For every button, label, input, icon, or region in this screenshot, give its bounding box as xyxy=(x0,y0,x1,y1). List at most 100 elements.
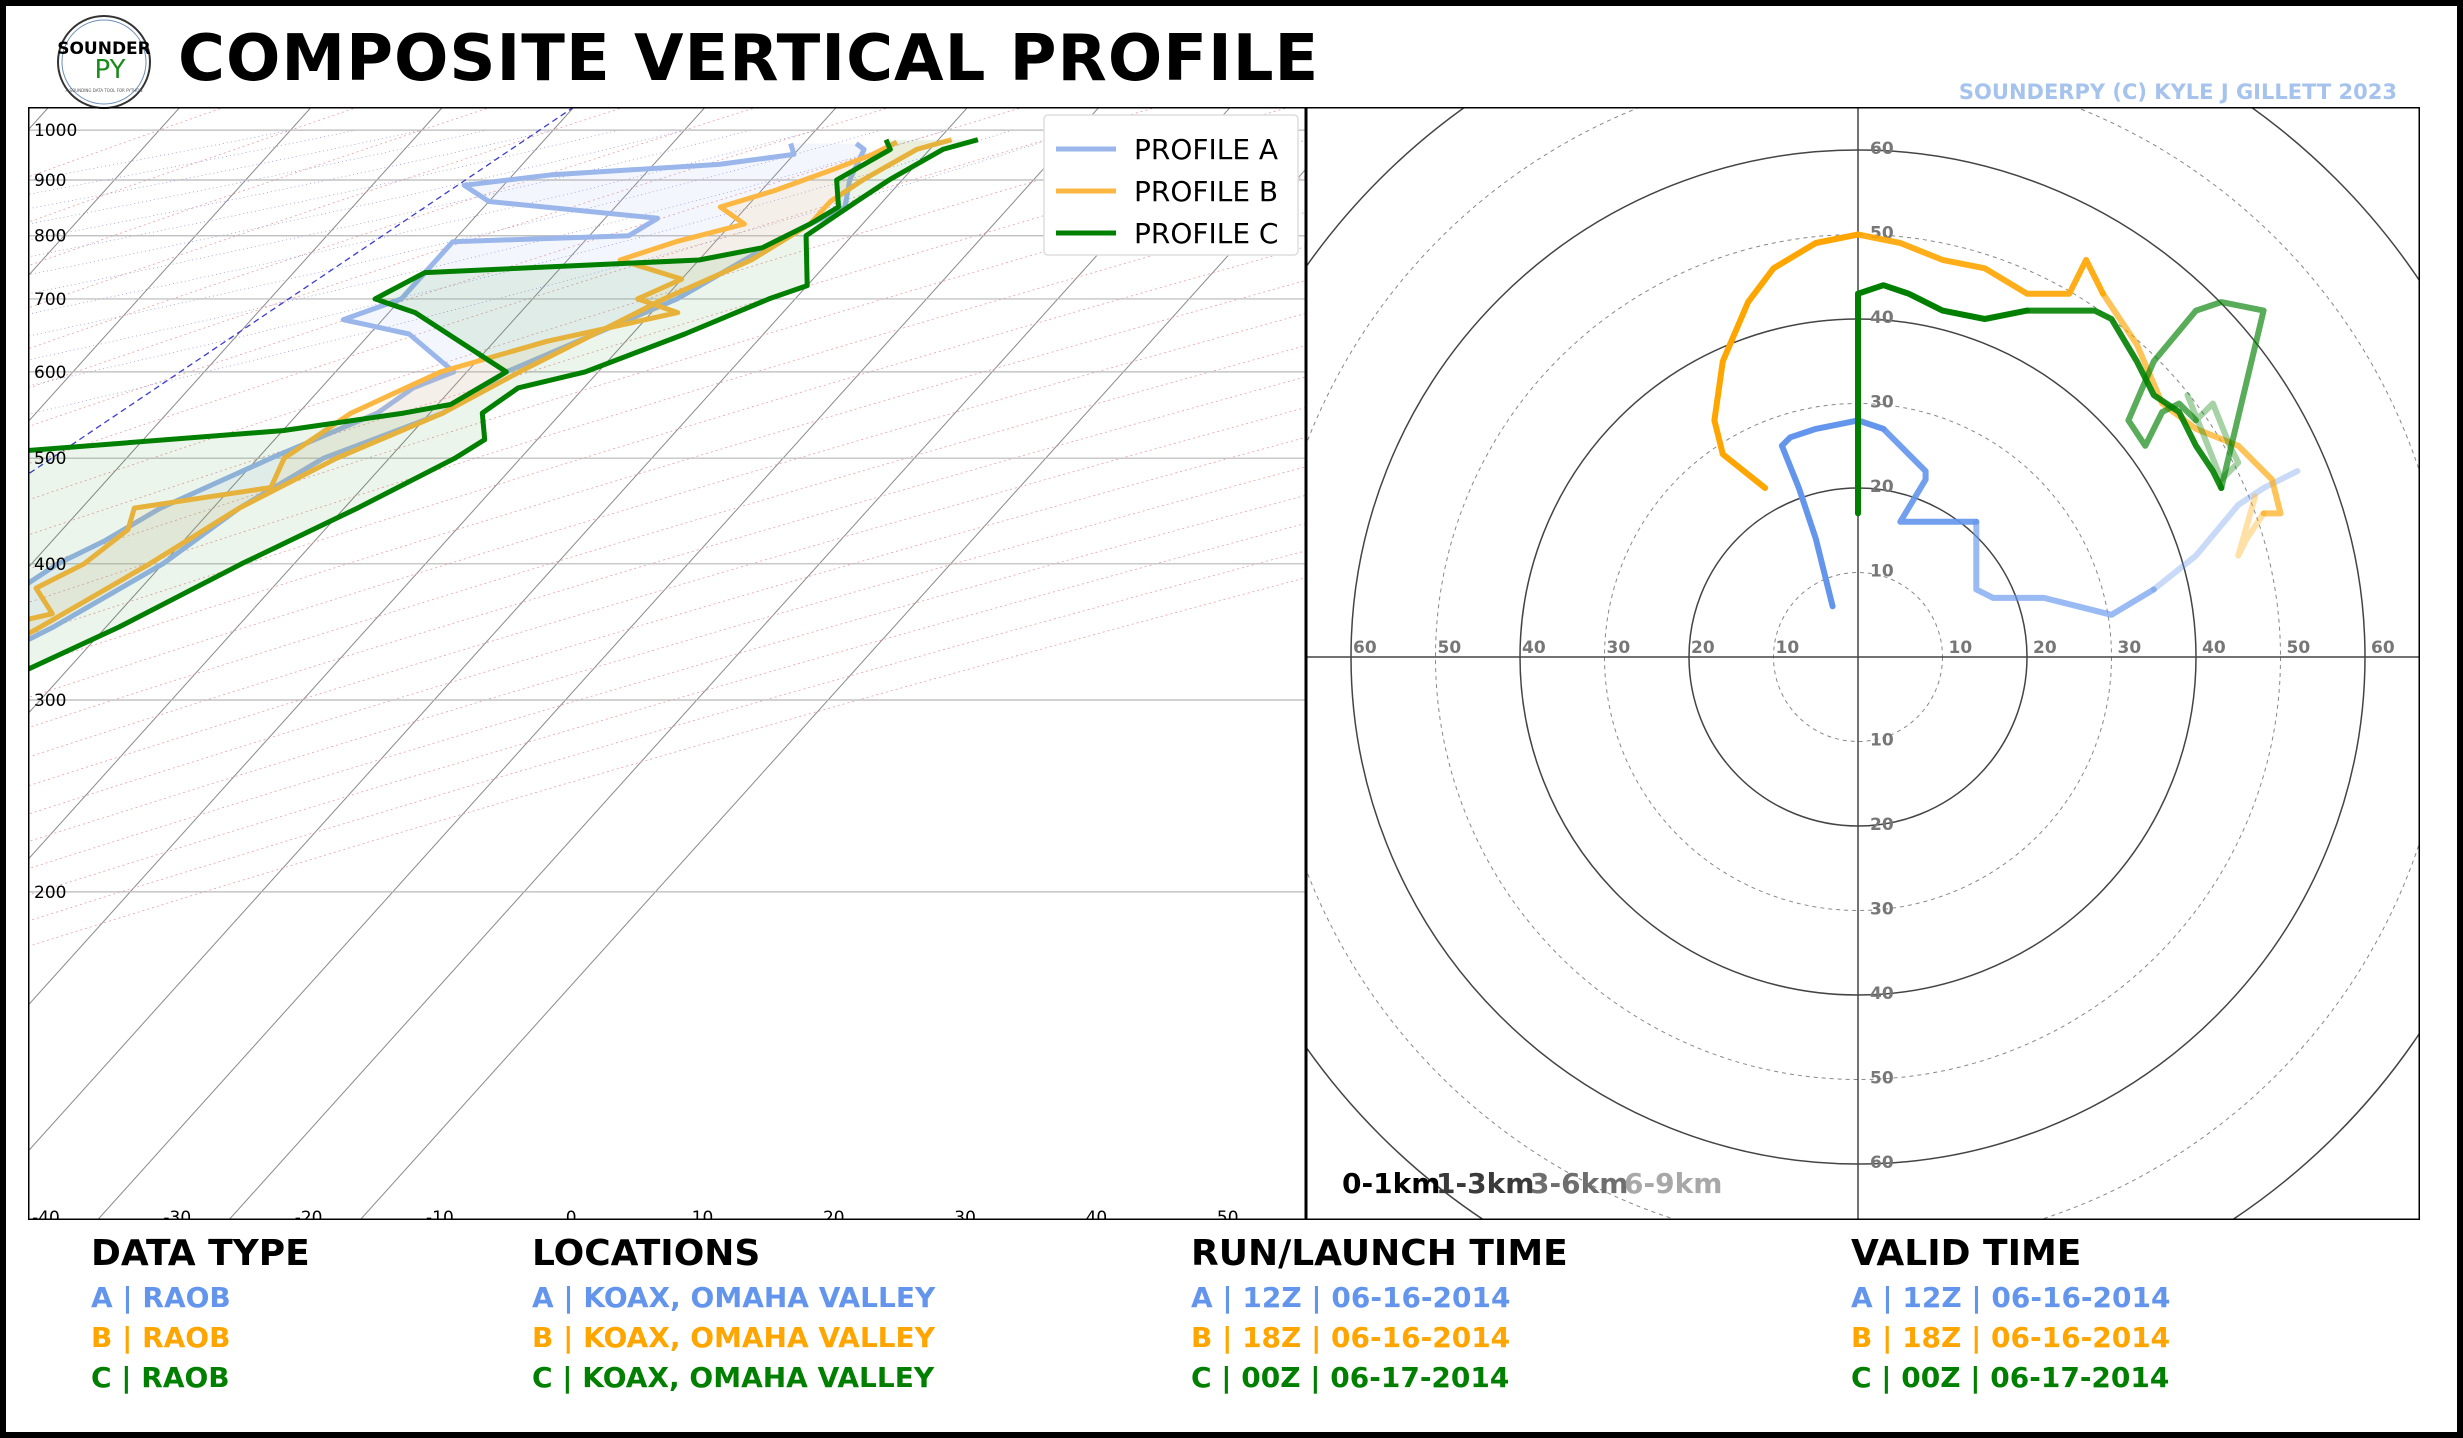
x-tick-label: 10 xyxy=(692,1208,714,1220)
y-tick-label: 500 xyxy=(34,449,66,469)
hodo-ring-label: 60 xyxy=(1870,139,1894,159)
isotherm xyxy=(359,168,1306,1220)
x-tick-label: -30 xyxy=(163,1208,191,1220)
isotherm xyxy=(28,107,837,1007)
hodograph-trace xyxy=(2125,299,2267,491)
dry-adiabat xyxy=(28,312,1306,698)
y-tick-label: 800 xyxy=(34,227,66,247)
hodo-ring-label: 20 xyxy=(1870,815,1894,835)
x-tick-label: 50 xyxy=(1217,1208,1239,1220)
hodo-ring-label: 50 xyxy=(1438,638,1462,658)
temperature-line xyxy=(28,137,953,637)
dry-adiabat xyxy=(28,279,1306,668)
hodograph-trace xyxy=(2235,493,2267,559)
footer-run-time: RUN/LAUNCH TIME A | 12Z | 06-16-2014 B |… xyxy=(1191,1233,1568,1394)
footer-row-b: B | RAOB xyxy=(91,1321,231,1354)
hodo-ring-label: 20 xyxy=(1691,638,1715,658)
dry-adiabat xyxy=(28,107,359,223)
x-tick-label: 30 xyxy=(954,1208,976,1220)
plot-area xyxy=(28,107,1306,1220)
footer-row-c: C | RAOB xyxy=(91,1361,230,1394)
isotherm xyxy=(28,107,181,277)
isotherm xyxy=(28,107,444,569)
hodograph-trace xyxy=(1855,282,2030,517)
hodo-ring-label: 40 xyxy=(1870,308,1894,328)
hodo-layer-label: 1-3km xyxy=(1436,1167,1534,1200)
hodo-ring-label: 40 xyxy=(1870,984,1894,1004)
credit-text: SOUNDERPY (C) KYLE J GILLETT 2023 xyxy=(1958,80,2397,104)
x-tick-label: 40 xyxy=(1086,1208,1108,1220)
isotherm xyxy=(28,107,969,1153)
hodo-ring-label: 60 xyxy=(1870,1153,1894,1173)
hodograph-trace xyxy=(1973,518,2157,618)
hodo-frame xyxy=(1306,107,2420,1220)
temperature-line xyxy=(28,137,979,672)
footer-row-b: B | 18Z | 06-16-2014 xyxy=(1191,1321,1511,1354)
dry-adiabat xyxy=(28,107,1024,428)
hodo-ring-label: 30 xyxy=(1870,900,1894,920)
x-tick-label: -10 xyxy=(426,1208,454,1220)
hodo-ring-label: 40 xyxy=(2202,638,2226,658)
moist-adiabat xyxy=(28,129,816,315)
logo-tagline: A SOUNDING DATA TOOL FOR PYTHON xyxy=(66,88,143,93)
y-tick-label: 1000 xyxy=(34,121,77,141)
dry-adiabat xyxy=(28,376,1306,758)
hodograph-trace xyxy=(1855,231,2106,297)
hodograph-trace xyxy=(1778,417,1887,610)
hodograph-trace xyxy=(2184,392,2242,483)
dewpoint-line xyxy=(28,142,797,587)
sounderpy-logo: SOUNDER PY A SOUNDING DATA TOOL FOR PYTH… xyxy=(57,15,151,109)
y-tick-label: 700 xyxy=(34,290,66,310)
profile-shading xyxy=(28,143,865,640)
dry-adiabat xyxy=(28,107,1158,465)
footer-heading: VALID TIME xyxy=(1851,1233,2082,1274)
hodo-ring xyxy=(1306,107,2420,1220)
legend: PROFILE A PROFILE B PROFILE C xyxy=(1043,114,1299,256)
footer-valid-time: VALID TIME A | 12Z | 06-16-2014 B | 18Z … xyxy=(1851,1233,2170,1394)
dewpoint-line xyxy=(28,139,899,622)
dewpoint-line xyxy=(28,138,893,454)
footer-locations: LOCATIONS A | KOAX, OMAHA VALLEY B | KOA… xyxy=(532,1233,935,1394)
hodo-ring-label: 60 xyxy=(1353,638,1377,658)
legend-label: PROFILE B xyxy=(1134,175,1278,208)
x-tick-label: 20 xyxy=(823,1208,845,1220)
x-tick-label: 0 xyxy=(566,1208,577,1220)
hodo-layer-label: 6-9km xyxy=(1624,1167,1722,1200)
hodo-ring-label: 40 xyxy=(1522,638,1546,658)
legend-label: PROFILE A xyxy=(1134,133,1278,166)
hodo-ring-label: 20 xyxy=(2033,638,2057,658)
dry-adiabat xyxy=(28,577,1306,947)
hodo-ring-label: 30 xyxy=(1870,393,1894,413)
footer-row-a: A | 12Z | 06-16-2014 xyxy=(1191,1281,1511,1314)
footer-row-c: C | 00Z | 06-17-2014 xyxy=(1851,1361,2170,1394)
hodo-ring-label: 10 xyxy=(1776,638,1800,658)
footer-heading: LOCATIONS xyxy=(532,1233,761,1274)
footer-row-a: A | KOAX, OMAHA VALLEY xyxy=(532,1281,936,1314)
x-tick-label: -40 xyxy=(32,1208,60,1220)
isotherm xyxy=(28,107,706,861)
footer-row-b: B | KOAX, OMAHA VALLEY xyxy=(532,1321,935,1354)
dry-adiabat xyxy=(28,345,1306,729)
isotherm xyxy=(228,107,1231,1220)
hodo-ring-label: 10 xyxy=(1870,562,1894,582)
hodo-ring-label: 10 xyxy=(1949,638,1973,658)
hodograph-trace xyxy=(1711,231,1861,491)
hodo-ring-label: 20 xyxy=(1870,477,1894,497)
y-tick-label: 300 xyxy=(34,691,66,711)
isotherm xyxy=(97,107,1100,1220)
hodo-ring-label: 30 xyxy=(1607,638,1631,658)
hodo-ring-label: 50 xyxy=(2287,638,2311,658)
footer-heading: DATA TYPE xyxy=(91,1233,310,1274)
hodograph-trace xyxy=(2100,290,2284,517)
hodo-ring-label: 10 xyxy=(1870,731,1894,751)
hodo-ring xyxy=(1306,107,2420,1220)
hodo-layer-label: 3-6km xyxy=(1530,1167,1628,1200)
hodo-ring-label: 30 xyxy=(2118,638,2142,658)
profile-shading xyxy=(28,139,978,670)
mixing-ratio-line xyxy=(28,107,575,475)
y-tick-label: 400 xyxy=(34,555,66,575)
footer-row-a: A | RAOB xyxy=(91,1281,231,1314)
y-tick-label: 900 xyxy=(34,171,66,191)
